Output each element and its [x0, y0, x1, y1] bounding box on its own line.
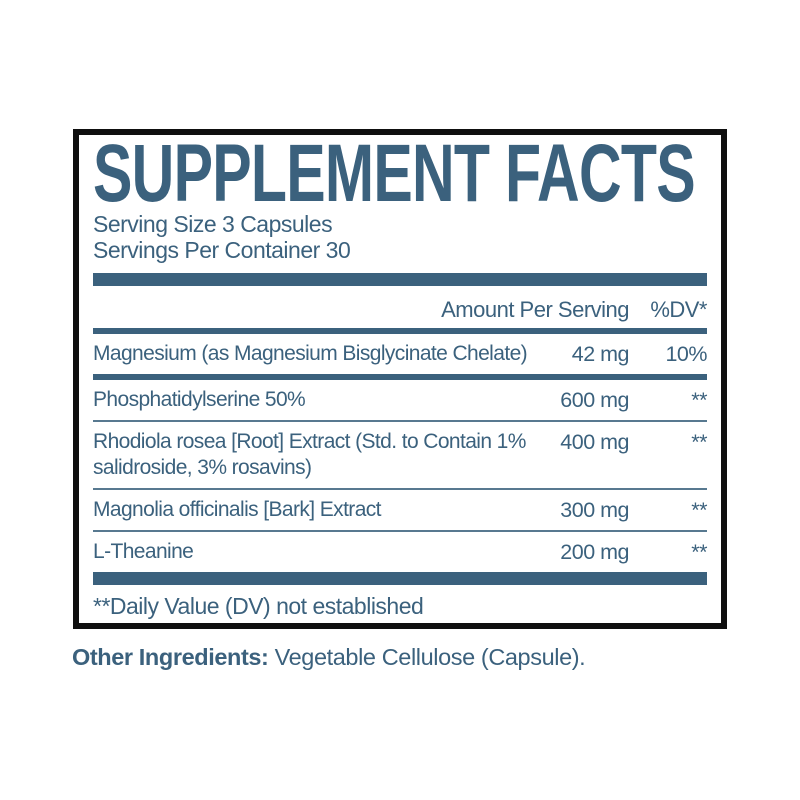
nutrient-dv: 10%: [665, 342, 707, 366]
daily-value-footnote: **Daily Value (DV) not established: [93, 593, 424, 619]
nutrient-row-magnesium: Magnesium (as Magnesium Bisglycinate Che…: [93, 334, 708, 374]
other-ingredients-label: Other Ingredients:: [72, 644, 269, 670]
nutrient-amount: 400 mg: [560, 430, 629, 454]
other-ingredients-value: Vegetable Cellulose (Capsule).: [268, 644, 586, 670]
other-ingredients-line: Other Ingredients: Vegetable Cellulose (…: [72, 643, 586, 671]
nutrient-amount: 300 mg: [560, 498, 629, 522]
nutrient-amount: 600 mg: [560, 388, 629, 412]
divider-rule-magnolia: [93, 530, 707, 532]
column-header-amount: Amount Per Serving: [441, 297, 629, 322]
nutrient-row-rhodiola: Rhodiola rosea [Root] Extract (Std. to C…: [93, 422, 708, 488]
serving-info: Serving Size 3 Capsules Servings Per Con…: [93, 211, 707, 263]
nutrient-name: Phosphatidylserine 50%: [93, 388, 306, 411]
nutrient-dv: **: [691, 388, 707, 412]
panel-title-text: SUPPLEMENT FACTS: [93, 128, 696, 219]
nutrient-row-phosphatidylserine: Phosphatidylserine 50% 600 mg **: [93, 380, 708, 420]
divider-bar-top: [93, 273, 707, 286]
nutrient-amount: 200 mg: [560, 540, 629, 564]
nutrient-name: Magnolia officinalis [Bark] Extract: [93, 498, 382, 521]
column-header-dv: %DV*: [650, 297, 707, 322]
divider-rule-phosphatidylserine: [93, 420, 707, 422]
nutrient-name: Magnesium (as Magnesium Bisglycinate Che…: [93, 342, 528, 365]
panel-title: SUPPLEMENT FACTS: [93, 128, 707, 219]
divider-bar-header: [93, 328, 707, 334]
nutrient-dv: **: [691, 430, 707, 454]
divider-rule-rhodiola: [93, 488, 707, 490]
supplement-facts-panel: SUPPLEMENT FACTS Serving Size 3 Capsules…: [73, 129, 727, 629]
nutrient-name: Rhodiola rosea [Root] Extract (Std. to C…: [93, 430, 526, 479]
nutrient-row-ltheanine: L-Theanine 200 mg **: [93, 532, 708, 572]
nutrient-amount: 42 mg: [571, 342, 630, 366]
nutrient-name: L-Theanine: [93, 540, 194, 563]
column-header-row: Amount Per Serving %DV*: [93, 286, 707, 328]
servings-per-container-line: Servings Per Container 30: [93, 237, 351, 263]
divider-bar-magnesium: [93, 374, 707, 380]
nutrient-row-magnolia: Magnolia officinalis [Bark] Extract 300 …: [93, 490, 708, 530]
nutrient-dv: **: [691, 540, 707, 564]
nutrient-dv: **: [691, 498, 707, 522]
serving-size-line: Serving Size 3 Capsules: [93, 211, 333, 237]
divider-bar-bottom: [93, 572, 707, 585]
